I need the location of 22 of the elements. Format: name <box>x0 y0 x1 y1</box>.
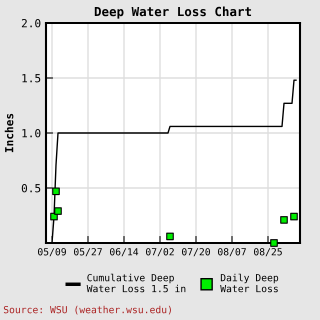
x-tick-label: 07/20 <box>182 248 210 256</box>
y-tick-label: 1.5 <box>22 74 40 82</box>
point <box>52 187 60 196</box>
point <box>270 239 278 247</box>
x-tick-label: 06/14 <box>110 248 138 256</box>
point <box>280 216 288 224</box>
point <box>166 232 174 240</box>
x-tick-label: 05/09 <box>38 248 66 256</box>
y-axis-title: Inches <box>4 114 14 152</box>
legend-label: Cumulative Deep Water Loss 1.5 in <box>86 274 186 292</box>
x-tick-label: 08/07 <box>218 248 246 256</box>
point <box>290 212 298 220</box>
y-tick-label: 1.0 <box>22 129 40 138</box>
source-note: Source: WSU (weather.wsu.edu) <box>4 306 171 314</box>
y-tick-label: 2.0 <box>22 19 40 28</box>
x-tick-label: 07/02 <box>146 248 174 256</box>
x-tick-label: 05/27 <box>74 248 102 256</box>
chart-title: Deep Water Loss Chart <box>94 6 252 19</box>
point <box>54 207 62 215</box>
x-tick-label: 08/25 <box>254 248 282 256</box>
y-tick-label: 0.5 <box>22 184 40 192</box>
legend-label: Daily Deep Water Loss <box>220 274 278 292</box>
